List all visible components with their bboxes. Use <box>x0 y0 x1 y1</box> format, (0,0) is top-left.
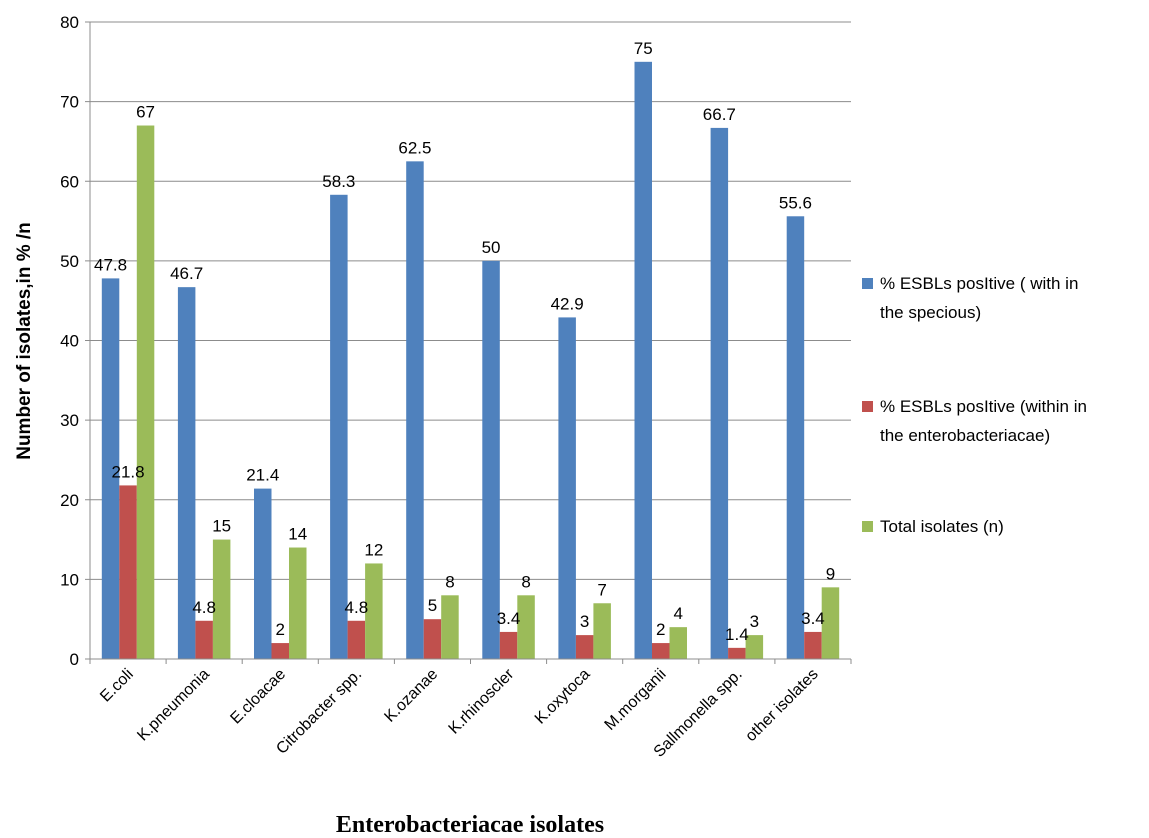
x-tick-label: M.morganii <box>602 666 670 734</box>
bar <box>119 485 137 659</box>
data-label: 3.4 <box>497 609 521 628</box>
y-tick-label: 50 <box>60 252 79 271</box>
bar <box>652 643 670 659</box>
bar <box>271 643 289 659</box>
bar <box>423 619 442 659</box>
legend-swatch <box>862 521 873 532</box>
bar <box>634 61 652 659</box>
bar <box>254 488 272 659</box>
data-label: 75 <box>634 39 653 58</box>
gridlines <box>90 21 851 580</box>
bar <box>482 260 500 659</box>
legend-item: % ESBLs posItive ( with in the specious) <box>862 274 1078 322</box>
bar <box>710 127 729 660</box>
data-label: 2 <box>276 620 285 639</box>
legend-label: % ESBLs posItive ( with in <box>880 274 1078 293</box>
y-tick-label: 70 <box>60 93 79 112</box>
legend-label: the specious) <box>880 303 981 322</box>
bar <box>593 603 611 659</box>
data-label: 9 <box>826 564 835 583</box>
data-label: 67 <box>136 103 155 122</box>
y-axis-label: Number of isolates,in % /n <box>14 222 35 460</box>
data-label: 58.3 <box>322 172 355 191</box>
bar <box>177 287 196 659</box>
data-label: 7 <box>597 580 606 599</box>
bar <box>289 547 307 659</box>
data-label: 14 <box>288 525 307 544</box>
bar <box>575 635 594 659</box>
data-label: 8 <box>521 572 530 591</box>
bar <box>212 539 231 659</box>
y-tick-label: 60 <box>60 172 79 191</box>
bar <box>558 317 576 659</box>
bars <box>101 61 840 660</box>
data-label: 3 <box>580 612 589 631</box>
bar <box>786 216 805 659</box>
data-label: 2 <box>656 620 665 639</box>
y-axis-ticks: 0 10 20 30 40 50 60 70 80 <box>60 13 90 669</box>
bar <box>669 627 687 659</box>
x-axis-label: Enterobacteriacae isolates <box>336 812 604 838</box>
x-tick-label: K.pneumonia <box>134 666 213 745</box>
bar <box>330 194 348 659</box>
data-label: 4.8 <box>192 598 216 617</box>
bar <box>517 595 535 659</box>
data-label: 47.8 <box>94 255 127 274</box>
data-label: 42.9 <box>551 294 584 313</box>
bar <box>728 647 746 659</box>
data-label: 46.7 <box>170 264 203 283</box>
y-tick-label: 30 <box>60 411 79 430</box>
data-label: 21.4 <box>246 466 279 485</box>
bar <box>804 631 822 659</box>
x-tick-label: E.coli <box>97 666 137 706</box>
bar <box>101 278 120 659</box>
data-label: 5 <box>428 596 437 615</box>
y-tick-label: 10 <box>60 570 79 589</box>
legend-label: Total isolates (n) <box>880 517 1004 536</box>
y-tick-label: 20 <box>60 491 79 510</box>
legend-swatch <box>862 278 873 289</box>
data-labels: 47.821.86746.74.81521.421458.34.81262.55… <box>94 39 835 644</box>
legend: % ESBLs posItive ( with in the specious)%… <box>862 274 1087 536</box>
legend-label: the enterobacteriacae) <box>880 426 1050 445</box>
data-label: 4.8 <box>345 598 369 617</box>
bar <box>406 161 424 659</box>
bar <box>347 620 366 659</box>
data-label: 62.5 <box>398 138 431 157</box>
data-label: 21.8 <box>112 462 145 481</box>
x-tick-label: K.ozanae <box>381 666 441 726</box>
x-tick-label: K.rhinoscler <box>446 665 518 737</box>
legend-swatch <box>862 401 873 412</box>
x-tick-label: K.oxytoca <box>532 666 594 728</box>
bar <box>136 125 155 659</box>
bar <box>745 635 764 659</box>
data-label: 3.4 <box>801 609 825 628</box>
x-tick-label: E.cloacae <box>227 666 289 728</box>
bar <box>195 620 213 659</box>
data-label: 55.6 <box>779 193 812 212</box>
data-label: 15 <box>212 517 231 536</box>
data-label: 1.4 <box>725 625 749 644</box>
data-label: 4 <box>674 604 683 623</box>
legend-label: % ESBLs posItive (within in <box>880 397 1087 416</box>
y-tick-label: 40 <box>60 332 79 351</box>
bar <box>365 563 383 659</box>
data-label: 66.7 <box>703 105 736 124</box>
data-label: 50 <box>482 238 501 257</box>
legend-item: % ESBLs posItive (within in the enterobac… <box>862 397 1087 445</box>
x-tick-label: other isolates <box>742 666 821 745</box>
bar <box>499 631 518 659</box>
bar <box>821 587 840 659</box>
bar <box>441 595 459 659</box>
legend-item: Total isolates (n) <box>862 517 1004 536</box>
y-tick-label: 0 <box>70 650 79 669</box>
data-label: 8 <box>445 572 454 591</box>
y-tick-label: 80 <box>60 13 79 32</box>
data-label: 12 <box>364 540 383 559</box>
data-label: 3 <box>750 612 759 631</box>
